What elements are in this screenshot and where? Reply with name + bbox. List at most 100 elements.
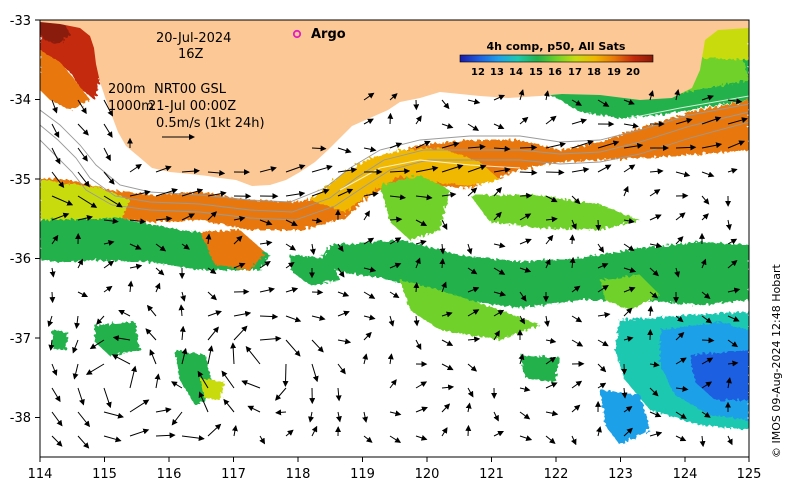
current-vector — [51, 387, 61, 403]
current-vector — [311, 145, 327, 152]
current-vector — [623, 267, 637, 273]
current-vector — [441, 363, 454, 371]
current-vector — [337, 188, 354, 197]
current-vector — [519, 435, 533, 441]
current-vector — [285, 339, 301, 357]
current-vector — [545, 169, 565, 176]
current-vector — [259, 435, 266, 445]
current-vector — [155, 215, 173, 222]
current-vector — [259, 313, 279, 320]
current-vector — [415, 219, 428, 226]
current-vector — [145, 328, 157, 341]
current-vector — [285, 190, 306, 197]
current-vector — [51, 435, 63, 447]
current-vector — [103, 240, 115, 246]
current-vector — [389, 291, 400, 299]
current-vector — [441, 311, 453, 318]
current-vector — [77, 171, 90, 188]
current-vector — [337, 291, 350, 297]
current-vector — [466, 243, 473, 255]
current-vector — [180, 291, 186, 302]
current-vector — [441, 403, 451, 413]
current-vector — [439, 243, 446, 255]
current-vector — [597, 312, 611, 318]
colorbar-tick-label: 17 — [568, 67, 582, 78]
colorbar-gradient — [459, 54, 654, 63]
current-vector — [181, 188, 204, 197]
current-vector — [129, 163, 142, 173]
current-vector — [649, 387, 659, 397]
current-vector — [129, 365, 137, 389]
colorbar-ticks: 12 13 14 15 16 17 18 19 20 — [471, 67, 640, 78]
current-vector — [519, 238, 532, 245]
current-vector — [275, 409, 287, 416]
current-vector — [207, 345, 214, 365]
current-vector — [415, 381, 428, 389]
current-vector — [103, 411, 124, 419]
current-vector — [89, 339, 105, 350]
current-vector — [389, 168, 411, 175]
current-vector — [77, 215, 93, 221]
current-vector — [465, 402, 472, 413]
y-axis-labels: -33 -34 -35 -36 -37 -38 — [10, 14, 31, 426]
current-vector — [648, 90, 655, 101]
current-vector — [389, 237, 402, 245]
current-vector — [493, 430, 504, 437]
current-vector — [103, 195, 123, 208]
current-vector — [519, 411, 531, 420]
y-tick-label: -35 — [10, 173, 31, 188]
sst-patch-small-green — [520, 355, 560, 382]
current-vector — [727, 140, 746, 149]
current-vector — [727, 260, 738, 269]
sst-patch-south-lightgreen — [400, 280, 540, 340]
sst-patch-eddy-warm — [200, 230, 265, 270]
current-vector — [597, 284, 609, 293]
current-vector — [233, 215, 246, 222]
current-vector — [623, 307, 633, 317]
current-vector — [571, 139, 594, 149]
current-vector — [77, 123, 89, 136]
x-tick-label: 114 — [28, 467, 53, 482]
current-vector — [595, 219, 602, 231]
current-vector — [596, 426, 602, 437]
isobath-2000 — [40, 121, 749, 221]
current-vector — [363, 237, 375, 245]
current-vector — [49, 267, 56, 278]
current-vector — [519, 116, 529, 125]
current-vector — [337, 363, 346, 375]
current-vector — [207, 169, 226, 176]
current-vector — [241, 380, 261, 389]
current-vector — [389, 435, 402, 443]
current-vector — [727, 360, 739, 367]
current-vector — [701, 315, 713, 324]
current-vector — [415, 435, 428, 441]
current-vector — [230, 342, 237, 365]
current-vector — [335, 411, 342, 423]
current-vector — [623, 336, 634, 342]
current-vector — [207, 267, 217, 274]
current-vector — [543, 90, 550, 101]
current-vector — [675, 411, 687, 420]
current-vector — [545, 435, 556, 444]
current-vector — [285, 219, 298, 226]
current-vector — [519, 267, 532, 273]
current-vector — [389, 194, 406, 201]
current-vector — [727, 287, 741, 294]
current-vector — [155, 407, 172, 414]
current-vector — [103, 171, 115, 185]
current-vector — [51, 123, 60, 138]
current-vector — [675, 212, 686, 221]
current-vector — [545, 337, 557, 344]
current-vector — [439, 258, 446, 269]
current-vector — [441, 99, 450, 110]
current-vector — [597, 263, 609, 269]
current-vector — [597, 164, 612, 173]
current-vector — [543, 315, 550, 327]
current-vector — [111, 354, 131, 365]
colorbar-tick-label: 16 — [548, 67, 562, 78]
current-vector — [311, 188, 330, 197]
current-vector — [387, 353, 394, 365]
current-vector — [519, 291, 527, 302]
current-vector — [51, 363, 58, 376]
current-vector — [493, 187, 502, 197]
